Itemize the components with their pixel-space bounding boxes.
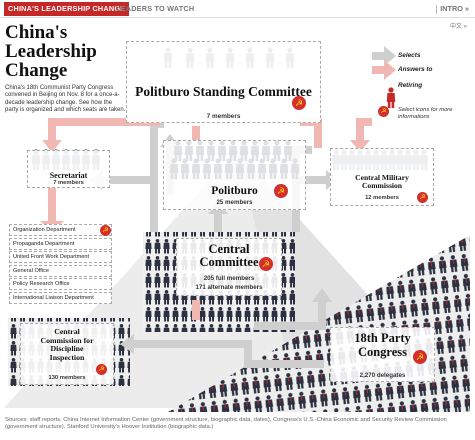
box-ccdi[interactable]: Central Commission for Discipline Inspec… bbox=[20, 323, 114, 385]
politburo-count: 25 members bbox=[216, 199, 253, 206]
ccdi-count: 130 members bbox=[48, 375, 86, 381]
department-item[interactable]: International Liaison Department bbox=[9, 292, 112, 304]
page-title: China's Leadership Change bbox=[5, 22, 97, 81]
top-navigation: CHINA'S LEADERSHIP CHANGE LEADERS TO WAT… bbox=[0, 0, 475, 18]
box-politburo[interactable]: Politburo 25 members ☭ bbox=[163, 140, 306, 210]
legend-answers-to: Answers to bbox=[398, 66, 433, 73]
box-secretariat[interactable]: Secretariat 7 members bbox=[27, 150, 110, 188]
psc-hammer-sickle-icon[interactable]: ☭ bbox=[292, 96, 306, 110]
legend-select-icons: Select icons for more informations bbox=[398, 107, 453, 120]
department-item[interactable]: Policy Research Office bbox=[9, 278, 112, 291]
cmc-name: Central Military Commission bbox=[355, 173, 409, 191]
box-central-committee[interactable]: Central Committee 205 full members 171 a… bbox=[176, 238, 282, 296]
secretariat-name: Secretariat bbox=[49, 171, 88, 180]
department-item[interactable]: Propaganda Department bbox=[9, 237, 112, 250]
ccdi-name: Central Commission for Discipline Inspec… bbox=[40, 327, 94, 362]
legend-selects: Selects bbox=[398, 52, 421, 59]
cc-name: Central Committee bbox=[199, 242, 259, 269]
intro-paragraph: China's 18th Communist Party Congress co… bbox=[5, 85, 126, 113]
hammer-sickle-icon: ☭ bbox=[378, 106, 389, 117]
psc-count: 7 members bbox=[206, 113, 241, 120]
cc-full-members: 205 full members bbox=[203, 275, 255, 282]
intro-link[interactable]: INTRO » bbox=[433, 2, 469, 16]
politburo-hammer-sickle-icon[interactable]: ☭ bbox=[274, 184, 288, 198]
box-politburo-standing-committee[interactable]: Politburo Standing Committee 7 members ☭ bbox=[126, 41, 321, 123]
departments-hammer-sickle-icon[interactable]: ☭ bbox=[100, 225, 111, 236]
ccdi-hammer-sickle-icon[interactable]: ☭ bbox=[96, 364, 107, 375]
legend-figures bbox=[386, 87, 396, 108]
separator bbox=[436, 4, 438, 14]
department-item[interactable]: United Front Work Department bbox=[9, 251, 112, 264]
politburo-name: Politburo bbox=[211, 185, 258, 197]
box-party-congress[interactable]: 18th Party Congress 2,270 delegates ☭ bbox=[330, 327, 435, 382]
congress-hammer-sickle-icon[interactable]: ☭ bbox=[413, 350, 427, 364]
sources-note: Sources: staff reports, China Internet I… bbox=[5, 417, 447, 430]
department-item[interactable]: Organization Department bbox=[9, 224, 112, 236]
cmc-count: 12 members bbox=[365, 195, 399, 201]
congress-name: 18th Party Congress bbox=[354, 331, 411, 359]
department-item[interactable]: General Office bbox=[9, 264, 112, 277]
cc-alternate-members: 171 alternate members bbox=[195, 284, 263, 291]
tab-leaders-to-watch[interactable]: LEADERS TO WATCH bbox=[116, 4, 195, 13]
box-central-military-commission[interactable]: Central Military Commission 12 members ☭ bbox=[330, 148, 434, 206]
language-link[interactable]: 中文 » bbox=[449, 24, 467, 30]
legend-retiring: Retiring bbox=[398, 82, 423, 89]
cc-hammer-sickle-icon[interactable]: ☭ bbox=[259, 257, 273, 271]
secretariat-count: 7 members bbox=[53, 180, 84, 186]
cmc-hammer-sickle-icon[interactable]: ☭ bbox=[417, 192, 428, 203]
tab-leadership-change[interactable]: CHINA'S LEADERSHIP CHANGE bbox=[4, 2, 130, 16]
intro-label[interactable]: INTRO » bbox=[440, 4, 469, 13]
congress-count: 2,270 delegates bbox=[359, 372, 406, 379]
psc-name: Politburo Standing Committee bbox=[135, 84, 312, 99]
